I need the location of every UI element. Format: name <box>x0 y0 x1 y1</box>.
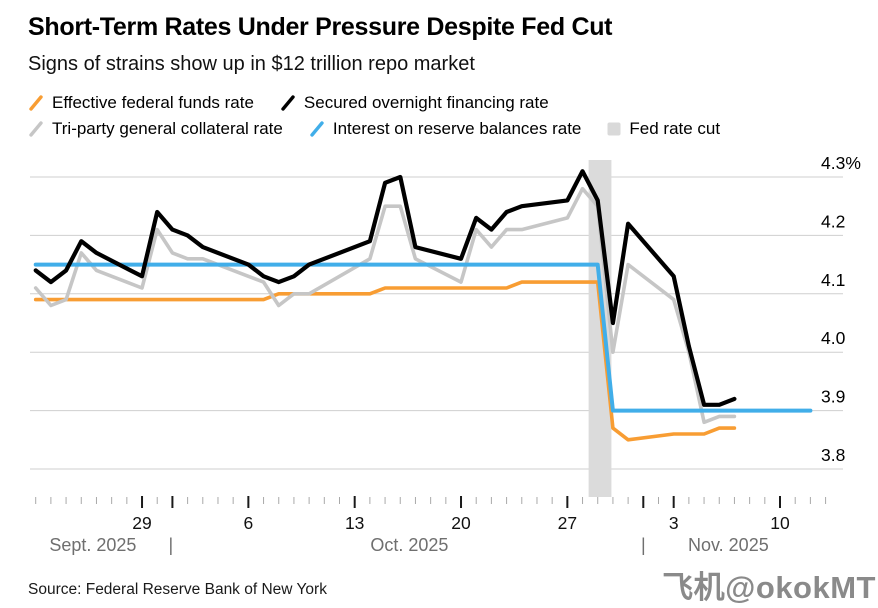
legend-item-fed-rate-cut: Fed rate cut <box>607 119 720 139</box>
legend-label: Interest on reserve balances rate <box>332 118 582 138</box>
fed-rate-cut-band <box>588 160 612 497</box>
y-axis-label: 4.3% <box>821 153 861 173</box>
x-axis-label: 6 <box>243 513 253 533</box>
x-axis-label: 3 <box>669 513 679 533</box>
legend-item-sofr: Secured overnight financing rate <box>280 93 549 113</box>
black-slash-icon <box>281 94 295 111</box>
y-axis-label: 3.8 <box>821 445 845 465</box>
legend-label: Fed rate cut <box>629 118 721 138</box>
month-label: | <box>641 535 646 555</box>
month-label: Nov. 2025 <box>688 535 769 555</box>
x-axis-label: 13 <box>345 513 364 533</box>
series-line-effective-federal-funds-rate <box>33 280 737 442</box>
legend-item-tgcr: Tri-party general collateral rate <box>28 119 283 139</box>
legend-label: Effective federal funds rate <box>52 92 254 112</box>
legend-row-1: Effective federal funds rate Secured ove… <box>28 90 720 115</box>
x-axis-label: 10 <box>770 513 790 533</box>
chart-subtitle: Signs of strains show up in $12 trillion… <box>28 53 475 75</box>
y-axis-label: 4.1 <box>821 270 845 290</box>
blue-slash-icon <box>310 120 324 137</box>
y-axis-label: 4.2 <box>821 211 845 231</box>
orange-slash-icon <box>29 94 43 111</box>
gray-square-icon <box>607 122 621 135</box>
legend-row-2: Tri-party general collateral rate Intere… <box>28 116 720 141</box>
legend-item-effr: Effective federal funds rate <box>28 93 254 113</box>
watermark: 飞机@okokMT <box>662 570 876 605</box>
series-line-secured-overnight-financing-rate <box>33 169 737 407</box>
month-label: Oct. 2025 <box>370 535 448 555</box>
gray-slash-icon <box>29 120 43 137</box>
page-title: Short-Term Rates Under Pressure Despite … <box>28 13 613 41</box>
rates-line-chart: 4.3% 4.2 4.1 4.0 3.9 3.8 29 6 13 20 27 3 10 Sept. 202… <box>30 153 861 555</box>
legend-item-iorb: Interest on reserve balances rate <box>309 118 582 139</box>
source-credit: Source: Federal Reserve Bank of New York <box>28 581 327 598</box>
legend-label: Tri-party general collateral rate <box>52 118 283 138</box>
series-line-interest-on-reserve-balances-rate <box>33 262 813 413</box>
month-label: | <box>169 535 174 555</box>
chart-legend: Effective federal funds rate Secured ove… <box>28 90 720 141</box>
month-label: Sept. 2025 <box>49 535 136 555</box>
x-axis-label: 27 <box>558 513 577 533</box>
y-axis-label: 4.0 <box>821 328 846 348</box>
x-axis-label: 29 <box>132 513 151 533</box>
series-line-tri-party-general-collateral-rate <box>33 186 737 425</box>
legend-label: Secured overnight financing rate <box>303 92 549 112</box>
x-axis-label: 20 <box>451 513 471 533</box>
y-axis-label: 3.9 <box>821 387 845 407</box>
